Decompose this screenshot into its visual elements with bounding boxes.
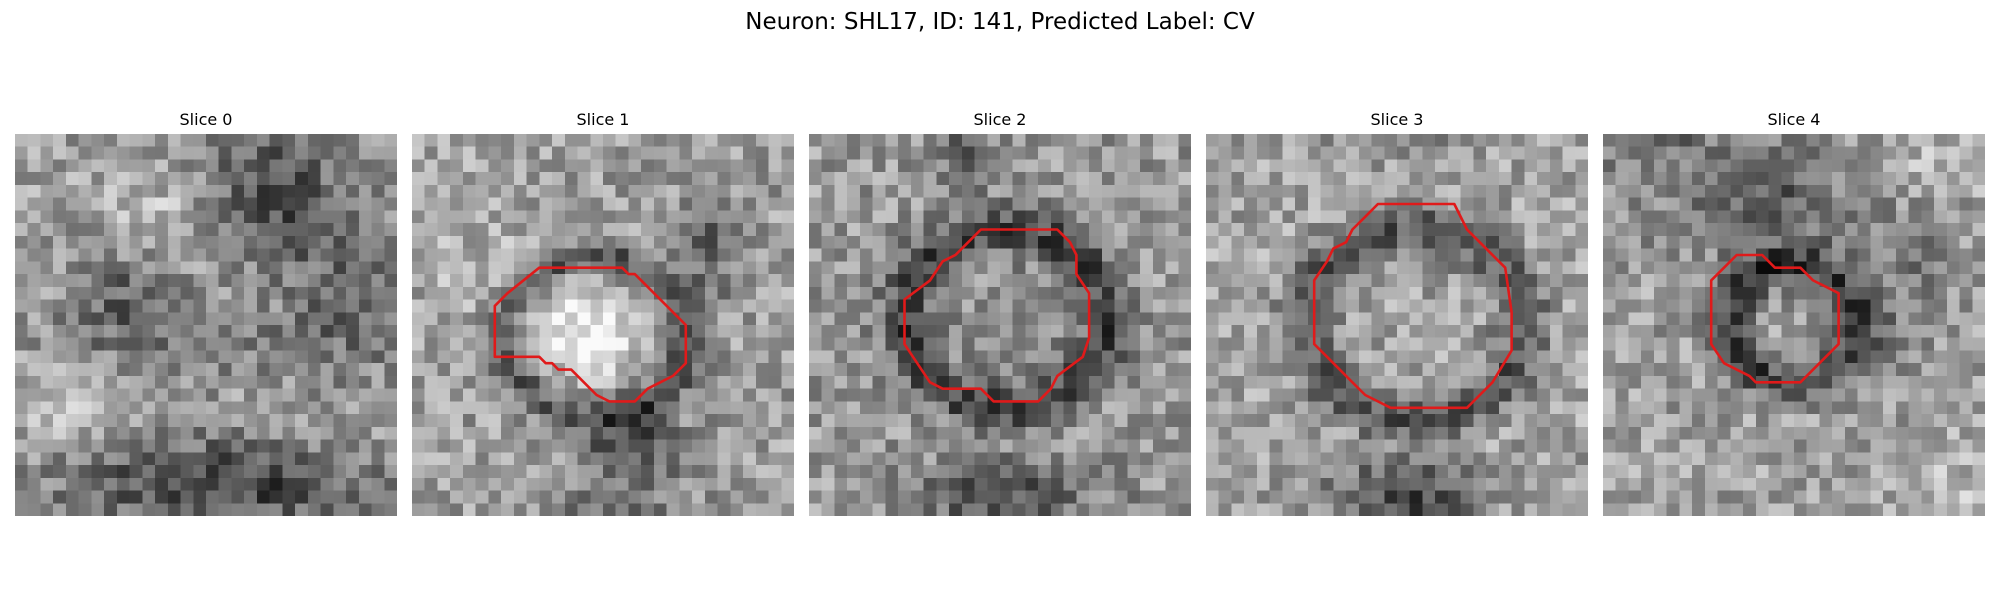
- segmentation-contour: [493, 266, 688, 403]
- slice-image-4: [1603, 134, 1985, 516]
- slice-title: Slice 1: [576, 110, 630, 129]
- slice-image-3: [1206, 134, 1588, 516]
- slice-image-0: [15, 134, 397, 516]
- segmentation-contour: [1709, 253, 1840, 384]
- slice-title: Slice 0: [179, 110, 233, 129]
- pixel-grid: [809, 134, 1191, 516]
- slice-image-1: [412, 134, 794, 516]
- slice-image-2: [809, 134, 1191, 516]
- slice-title: Slice 2: [973, 110, 1027, 129]
- pixel-grid: [15, 134, 397, 516]
- slice-title: Slice 3: [1370, 110, 1424, 129]
- pixel-grid: [412, 134, 794, 516]
- pixel-grid: [1206, 134, 1588, 516]
- segmentation-contour: [903, 228, 1091, 403]
- pixel-grid: [1603, 134, 1985, 516]
- slice-title: Slice 4: [1767, 110, 1821, 129]
- figure-title: Neuron: SHL17, ID: 141, Predicted Label:…: [745, 9, 1255, 35]
- segmentation-contour: [1312, 202, 1513, 410]
